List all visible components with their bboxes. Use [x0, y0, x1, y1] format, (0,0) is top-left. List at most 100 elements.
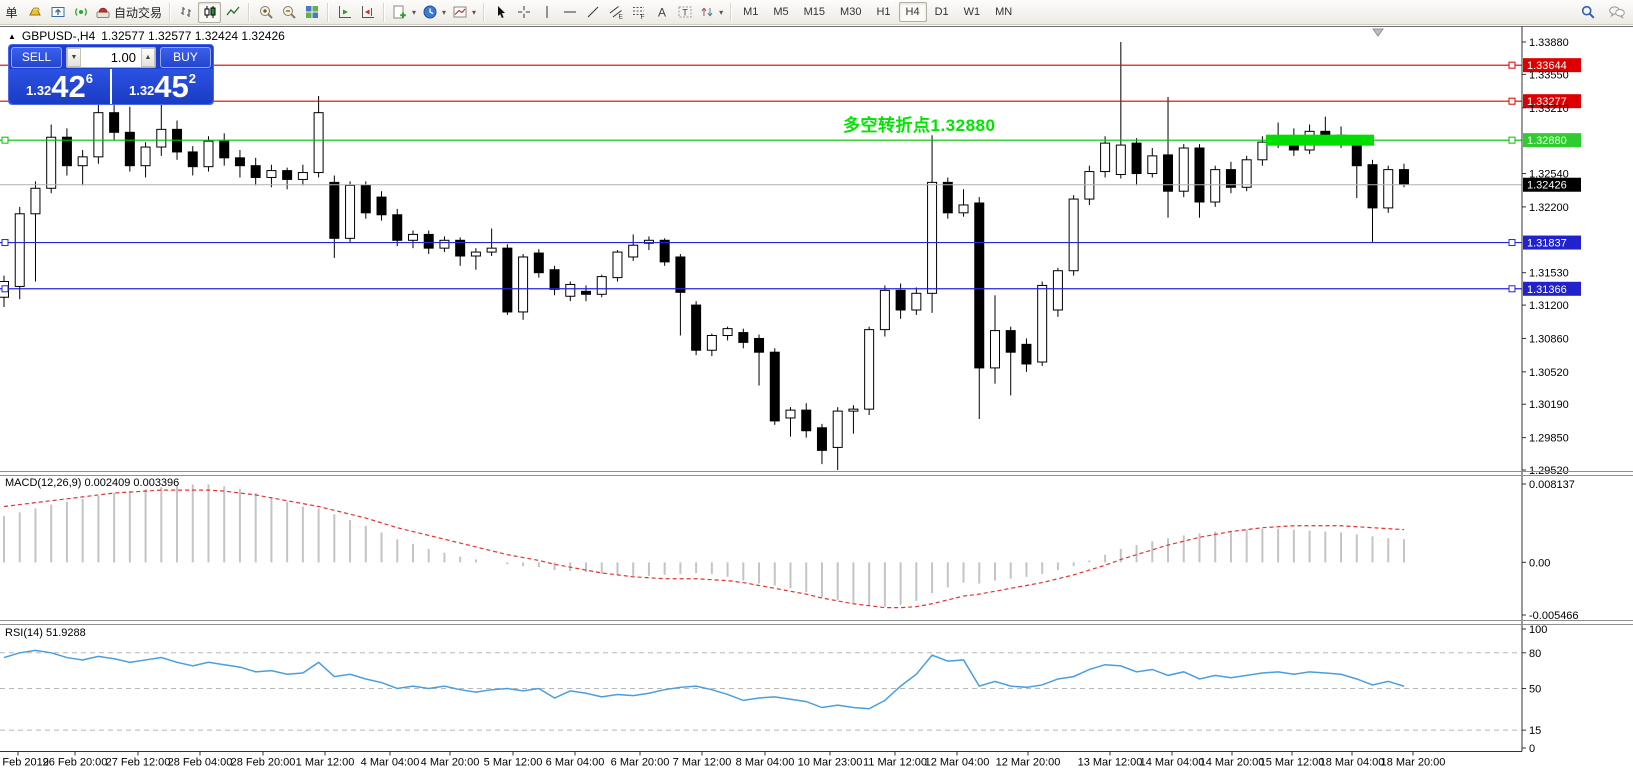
tab-M15[interactable]: M15 [803, 6, 826, 18]
equid-channel-icon[interactable]: E [604, 2, 627, 23]
chat-icon[interactable] [1605, 2, 1629, 23]
vertical-line-icon[interactable] [535, 2, 558, 23]
svg-text:13 Mar 12:00: 13 Mar 12:00 [1078, 757, 1143, 769]
dropdown-arrow-icon: ▾ [719, 7, 724, 17]
buy-price-display[interactable]: 1.32 45 2 [112, 69, 213, 104]
volume-stepper: ▼ 1.00 ▲ [66, 46, 156, 68]
volume-up-button[interactable]: ▲ [141, 47, 155, 67]
auto-trading-icon [96, 7, 110, 18]
main-toolbar: 单 自动交易 [0, 0, 1633, 25]
new-order-label: 单 [5, 5, 18, 20]
new-chart-button[interactable]: ▾ [389, 2, 419, 23]
one-click-trading-panel: SELL ▼ 1.00 ▲ BUY 1.32 42 6 1.32 45 2 [8, 44, 214, 105]
svg-text:15: 15 [1529, 725, 1541, 737]
text-icon[interactable]: A [650, 2, 673, 23]
tab-D1[interactable]: D1 [934, 6, 949, 18]
volume-down-button[interactable]: ▼ [67, 47, 81, 67]
svg-text:1.33277: 1.33277 [1527, 96, 1567, 108]
buy-price-sup: 2 [188, 71, 197, 86]
zoom-out-icon[interactable] [277, 2, 300, 23]
bar-chart-icon[interactable] [175, 2, 198, 23]
arrows-button[interactable]: ▾ [696, 2, 726, 23]
periods-button[interactable]: ▾ [419, 2, 449, 23]
tab-W1[interactable]: W1 [963, 6, 981, 18]
auto-trading-label: 自动交易 [114, 5, 163, 20]
svg-text:1.33644: 1.33644 [1527, 60, 1567, 72]
svg-text:1.33210: 1.33210 [1529, 103, 1569, 115]
zoom-in-icon[interactable] [254, 2, 277, 23]
svg-text:A: A [658, 6, 666, 20]
gold-ingot-icon[interactable] [23, 2, 46, 23]
toolbar-separator [730, 2, 733, 22]
sell-price-display[interactable]: 1.32 42 6 [9, 69, 110, 104]
svg-text:80: 80 [1529, 648, 1541, 660]
signals-icon[interactable] [69, 2, 92, 23]
auto-scroll-icon[interactable] [333, 2, 356, 23]
svg-text:27 Feb 12:00: 27 Feb 12:00 [106, 757, 171, 769]
crosshair-icon[interactable] [512, 2, 535, 23]
buy-price-big: 45 [154, 69, 189, 104]
svg-text:14 Mar 20:00: 14 Mar 20:00 [1200, 757, 1265, 769]
svg-text:1.30520: 1.30520 [1529, 367, 1569, 379]
svg-text:1.32200: 1.32200 [1529, 202, 1569, 214]
chart-title: ▲ GBPUSD-,H4 1.32577 1.32577 1.32424 1.3… [8, 29, 285, 43]
candlestick-chart-icon[interactable] [198, 1, 222, 23]
svg-text:E: E [618, 14, 623, 21]
line-chart-icon[interactable] [221, 2, 244, 23]
search-icon[interactable] [1576, 2, 1599, 23]
volume-input[interactable]: 1.00 [81, 47, 141, 67]
toolbar-separator [327, 2, 330, 22]
tab-H4[interactable]: H4 [898, 2, 927, 22]
horizontal-line-icon[interactable] [558, 2, 581, 23]
svg-text:18 Mar 20:00: 18 Mar 20:00 [1381, 757, 1446, 769]
new-order-button[interactable]: 单 [0, 2, 23, 23]
templates-button[interactable]: ▾ [449, 2, 479, 23]
svg-text:12 Mar 04:00: 12 Mar 04:00 [925, 757, 990, 769]
svg-text:12 Mar 20:00: 12 Mar 20:00 [996, 757, 1061, 769]
svg-text:28 Feb 04:00: 28 Feb 04:00 [168, 757, 233, 769]
svg-text:5 Mar 12:00: 5 Mar 12:00 [484, 757, 543, 769]
tab-MN[interactable]: MN [995, 6, 1013, 18]
svg-text:T: T [682, 8, 688, 18]
auto-trading-button[interactable]: 自动交易 [92, 2, 165, 23]
candles-layer [0, 42, 1409, 470]
trendline-icon[interactable] [581, 2, 604, 23]
svg-text:4 Mar 04:00: 4 Mar 04:00 [361, 757, 420, 769]
svg-text:1.33550: 1.33550 [1529, 69, 1569, 81]
sell-price-big: 42 [51, 69, 86, 104]
buy-price-prefix: 1.32 [128, 83, 155, 98]
tab-M30[interactable]: M30 [840, 6, 862, 18]
green-highlight-bar [1266, 134, 1374, 146]
svg-text:0.00: 0.00 [1529, 557, 1550, 569]
window-frame [0, 26, 1633, 752]
collapse-marker-icon[interactable]: ▲ [8, 31, 16, 41]
svg-text:50: 50 [1529, 684, 1541, 696]
tab-M5[interactable]: M5 [773, 6, 789, 18]
svg-text:14 Mar 04:00: 14 Mar 04:00 [1140, 757, 1205, 769]
publish-chart-icon[interactable] [46, 2, 69, 23]
svg-text:100: 100 [1529, 624, 1547, 636]
svg-text:8 Mar 04:00: 8 Mar 04:00 [736, 757, 795, 769]
dropdown-arrow-icon: ▾ [472, 7, 477, 17]
svg-text:1.32426: 1.32426 [1527, 180, 1567, 192]
dropdown-arrow-icon: ▾ [442, 7, 447, 17]
fibonacci-icon[interactable]: F [627, 2, 650, 23]
tile-windows-icon[interactable] [300, 2, 323, 23]
sell-button[interactable]: SELL [11, 46, 62, 68]
tab-H1[interactable]: H1 [876, 6, 891, 18]
tab-M1[interactable]: M1 [743, 6, 759, 18]
buy-button[interactable]: BUY [160, 46, 211, 68]
svg-text:18 Mar 04:00: 18 Mar 04:00 [1320, 757, 1385, 769]
sell-price-prefix: 1.32 [25, 83, 52, 98]
svg-text:1.29850: 1.29850 [1529, 433, 1569, 445]
cursor-icon[interactable] [489, 2, 512, 23]
text-label-icon[interactable]: T [673, 2, 696, 23]
svg-text:1.31530: 1.31530 [1529, 268, 1569, 280]
svg-text:26 Feb 2019: 26 Feb 2019 [0, 757, 49, 769]
svg-text:0: 0 [1529, 743, 1535, 755]
chart-shift-icon[interactable] [356, 2, 379, 23]
horizontal-lines-layer [0, 61, 1522, 293]
svg-text:-0.005466: -0.005466 [1529, 610, 1579, 622]
